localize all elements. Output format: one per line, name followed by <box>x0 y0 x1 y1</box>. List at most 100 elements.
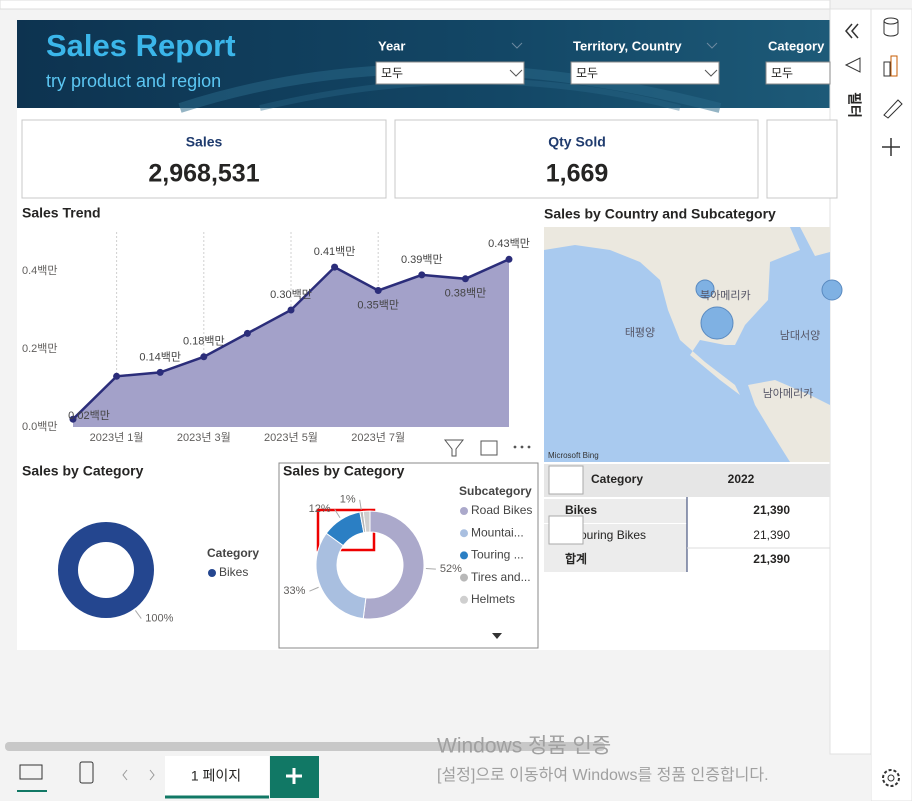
watermark-title: Windows 정품 인증 <box>437 735 611 758</box>
slice <box>362 510 425 620</box>
more-icon[interactable] <box>527 445 531 449</box>
legend-label: Touring ... <box>471 548 524 562</box>
legend-scroll[interactable] <box>492 633 502 639</box>
x-tick-label: 2023년 5월 <box>264 431 318 444</box>
point <box>418 271 426 279</box>
data-label: 0.35백만 <box>357 298 399 311</box>
data-label: 100% <box>145 612 173 624</box>
more-icon[interactable] <box>520 445 524 449</box>
mobile-icon[interactable] <box>79 761 94 784</box>
leader-line <box>134 610 142 619</box>
selection-frame <box>278 462 539 649</box>
collapse-icon[interactable] <box>851 23 859 39</box>
collapse-icon[interactable] <box>845 23 853 39</box>
scrollbar[interactable] <box>5 742 605 751</box>
table-cell: 21,390 <box>753 528 790 542</box>
prev-page[interactable] <box>122 769 128 781</box>
data-label: 0.14백만 <box>139 350 181 363</box>
filter-dropdown[interactable] <box>765 61 831 85</box>
filter-dropdown[interactable] <box>375 61 525 85</box>
x-tick-label: 2023년 7월 <box>351 431 405 444</box>
kpi-card[interactable] <box>766 119 838 199</box>
top-strip <box>0 0 831 10</box>
legend-label: Mountai... <box>471 525 524 539</box>
kpi-card[interactable] <box>394 119 759 199</box>
data-label: 0.41백만 <box>314 245 356 258</box>
legend-marker[interactable] <box>460 507 468 515</box>
slice <box>362 510 371 533</box>
legend-label: Tires and... <box>471 570 531 584</box>
filter-label: Territory, Country <box>573 38 682 53</box>
data-label: 0.43백만 <box>488 237 530 250</box>
data-label: 0.30백만 <box>270 288 312 301</box>
point <box>461 275 469 283</box>
page-tab-label: 1 페이지 <box>191 768 241 784</box>
table-cell: 21,390 <box>753 503 790 517</box>
legend-title: Subcategory <box>459 484 532 498</box>
map-label: 남대서양 <box>780 329 820 342</box>
filter-pane-label: 필터 <box>846 92 862 118</box>
legend-label: Road Bikes <box>471 503 532 517</box>
x-tick-label: 2023년 3월 <box>177 431 231 444</box>
chart-title: Sales by Category <box>22 463 144 479</box>
data-label: 0.02백만 <box>68 409 110 422</box>
visual-icon[interactable] <box>883 61 891 77</box>
table-header: Category <box>591 472 643 486</box>
legend-marker[interactable] <box>460 595 468 604</box>
point <box>243 329 251 337</box>
point <box>287 306 295 314</box>
map-land <box>800 227 830 256</box>
legend-marker[interactable] <box>460 529 468 538</box>
visual-icon[interactable] <box>890 55 898 77</box>
area <box>73 259 509 427</box>
report-title: Sales Report <box>46 28 236 63</box>
data-label: 0.39백만 <box>401 253 443 266</box>
map-label: 북아메리카 <box>700 289 751 302</box>
report-subtitle: try product and region <box>46 71 221 91</box>
x-tick-label: 2023년 1월 <box>90 431 144 444</box>
map-land <box>544 227 800 395</box>
next-page[interactable] <box>149 769 155 781</box>
settings-icon[interactable] <box>882 769 900 787</box>
filter-label: Year <box>378 38 405 53</box>
data-icon[interactable] <box>883 21 899 37</box>
chart-title: Sales by Category <box>283 463 405 479</box>
more-icon[interactable] <box>513 445 517 449</box>
row-bg <box>544 548 687 572</box>
map-land <box>748 380 830 462</box>
format-paint-icon[interactable] <box>548 515 584 545</box>
y-tick-label: 0.0백만 <box>22 420 58 433</box>
slice <box>58 522 154 618</box>
point <box>331 263 339 271</box>
page-tab[interactable] <box>165 756 269 798</box>
visual-type-icon[interactable] <box>548 465 584 495</box>
format-icon[interactable] <box>883 99 903 119</box>
legend-marker[interactable] <box>460 573 468 582</box>
table-header-bg <box>544 464 830 497</box>
leader-line <box>334 509 341 518</box>
filter-value: 모두 <box>381 66 403 80</box>
leader-line <box>309 586 319 592</box>
map-bubble[interactable] <box>821 279 843 301</box>
legend-marker[interactable] <box>208 569 216 577</box>
kpi-card[interactable] <box>21 119 387 199</box>
collapse-chevron <box>511 42 523 49</box>
map-bubble[interactable] <box>700 306 734 340</box>
table-header: 2022 <box>728 472 755 486</box>
filter-dropdown[interactable] <box>570 61 720 85</box>
map-bubble[interactable] <box>695 279 715 299</box>
focus-icon[interactable] <box>480 440 498 456</box>
dropdown-chevron <box>509 69 523 77</box>
settings-icon[interactable] <box>887 774 895 782</box>
legend-marker[interactable] <box>460 551 468 560</box>
map-label: 남아메리카 <box>763 387 814 400</box>
point <box>113 372 121 380</box>
point <box>200 353 208 361</box>
data-label: 0.18백만 <box>183 335 225 348</box>
filter-icon[interactable] <box>844 57 861 73</box>
tool-pane <box>870 8 912 801</box>
filter-visual-icon[interactable] <box>443 439 465 457</box>
desktop-icon[interactable] <box>19 764 43 780</box>
